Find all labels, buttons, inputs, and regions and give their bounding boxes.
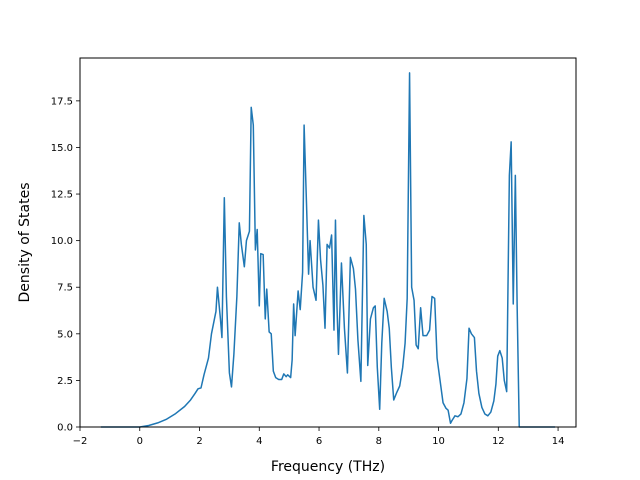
x-tick-label: 4: [256, 436, 262, 447]
y-tick-label: 10.0: [51, 236, 73, 247]
y-axis-ticks: 0.0 2.5 5.0 7.5 10.0 12.5 15.0 17.5: [51, 96, 80, 434]
x-tick-label: 0: [137, 436, 143, 447]
y-tick-label: 7.5: [57, 283, 73, 294]
y-tick-label: 5.0: [57, 329, 73, 340]
dos-series-line-1: [100, 72, 556, 428]
y-tick-label: 15.0: [51, 143, 73, 154]
x-tick-label: 12: [492, 436, 505, 447]
plot-area: [100, 72, 556, 428]
x-tick-label: −2: [73, 436, 88, 447]
x-axis-ticks: −2 0 2 4 6 8 10 12 14: [73, 427, 565, 447]
y-tick-label: 2.5: [57, 376, 73, 387]
y-tick-label: 12.5: [51, 190, 73, 201]
x-tick-label: 8: [376, 436, 382, 447]
x-tick-label: 6: [316, 436, 322, 447]
x-tick-label: 10: [432, 436, 445, 447]
x-axis-label: Frequency (THz): [271, 459, 385, 475]
y-tick-label: 0.0: [57, 423, 73, 434]
x-tick-label: 2: [196, 436, 202, 447]
x-tick-label: 14: [552, 436, 565, 447]
axes-frame: [79, 57, 577, 428]
y-axis-label: Density of States: [17, 183, 33, 303]
y-tick-label: 17.5: [51, 96, 73, 107]
